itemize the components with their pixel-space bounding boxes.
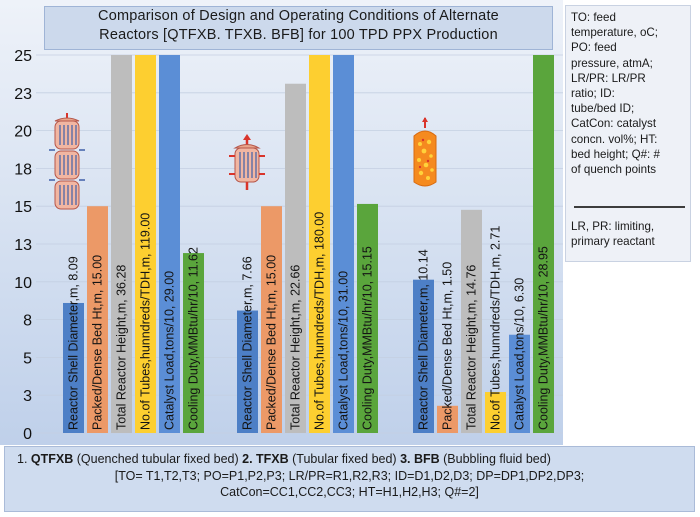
y-tick-label: 5 <box>23 350 32 367</box>
bar-tfxb-4 <box>309 55 330 433</box>
bar-qtfxb-2 <box>87 206 108 433</box>
bars <box>63 55 554 433</box>
footnote-segment: (Bubbling fluid bed) <box>439 452 551 466</box>
tubular-reactor-icon <box>229 134 265 190</box>
bar-qtfxb-4 <box>135 55 156 433</box>
chart-title-line-2: Reactors [QTFXB. TFXB. BFB] for 100 TPD … <box>99 27 498 43</box>
footnote-segment: 3. BFB <box>400 452 440 466</box>
bar-data-label: No.of Tubes,hunndreds/TDH,m, 180.00 <box>313 212 327 430</box>
y-tick-label: 20 <box>14 124 32 141</box>
bar-bfb-4 <box>485 392 506 433</box>
footnote-segment: (Quenched tubular fixed bed) <box>73 452 243 466</box>
legend-note: LR, PR: limiting, primary reactant <box>571 220 655 249</box>
legend-line: pressure, atmA; <box>571 56 653 70</box>
legend-line: ratio; ID: <box>571 87 615 101</box>
footnote-segment: 1. <box>17 452 31 466</box>
bar-bfb-3 <box>461 209 482 433</box>
y-tick-label: 15 <box>14 199 32 216</box>
bar-data-label: Catalyst Load,tons/10, 31.00 <box>337 271 351 430</box>
bar-bfb-6 <box>533 55 554 433</box>
bar-qtfxb-6 <box>183 253 204 433</box>
chart-title-line-1: Comparison of Design and Operating Condi… <box>98 8 499 24</box>
bar-data-label: No.of Tubes,hunndreds/TDH,m, 119.00 <box>139 213 153 430</box>
legend-box: TO: feed temperature, oC; PO: feed press… <box>565 5 691 262</box>
bar-bfb-2 <box>437 405 458 433</box>
bar-labels: Reactor Shell Diameter,m, 8.09 Packed/Den… <box>67 212 551 430</box>
legend-line: PO: feed <box>571 41 617 55</box>
footnote-line-3: CatCon=CC1,CC2,CC3; HT=H1,H2,H3; Q#=2] <box>220 485 479 499</box>
bar-data-label: Reactor Shell Diameter,m, 7.66 <box>241 256 255 430</box>
legend-line: concn. vol%; HT: <box>571 132 658 146</box>
bar-bfb-1 <box>413 279 434 433</box>
bar-qtfxb-3 <box>111 55 132 433</box>
bar-data-label: Cooling Duty,MMBtu/hr/10, 15.15 <box>361 246 375 430</box>
quenched-tubular-reactor-icon <box>49 113 85 210</box>
y-tick-label: 25 <box>14 48 32 65</box>
bar-data-label: No.of Tubes,hunndreds/TDH,m, 2.71 <box>489 226 503 430</box>
footnote-line-2: [TO= T1,T2,T3; PO=P1,P2,P3; LR/PR=R1,R2,… <box>114 468 585 483</box>
bar-data-label: Cooling Duty,MMBtu/hr/10, 11.62 <box>187 247 201 430</box>
footnote-segment: 2. TFXB <box>242 452 289 466</box>
bar-qtfxb-1 <box>63 302 84 433</box>
chart-title: Comparison of Design and Operating Condi… <box>44 6 553 50</box>
fluid-bed-reactor-icon <box>413 117 437 187</box>
y-axis-ticks: 25 23 20 18 15 13 10 8 5 3 0 <box>14 48 32 443</box>
bar-tfxb-6 <box>357 203 378 433</box>
y-tick-label: 13 <box>14 237 32 254</box>
bar-data-label: Packed/Dense Bed Ht,m, 1.50 <box>441 262 455 430</box>
legend-line: tube/bed ID; <box>571 102 635 116</box>
legend-line: LR/PR: LR/PR <box>571 71 646 85</box>
legend-line: TO: feed <box>571 11 616 24</box>
legend-divider <box>574 206 685 208</box>
bar-bfb-5 <box>509 334 530 433</box>
legend-line: CatCon: catalyst <box>571 117 657 131</box>
bar-data-label: Total Reactor Height,m, 14.76 <box>465 265 479 430</box>
bar-data-label: Total Reactor Height,m, 22.66 <box>289 265 303 430</box>
y-tick-label: 10 <box>14 275 32 292</box>
bar-data-label: Reactor Shell Diameter,m, 10.14 <box>417 249 431 430</box>
footnote-segment: (Tubular fixed bed) <box>288 452 401 466</box>
bar-tfxb-3 <box>285 83 306 433</box>
bar-tfxb-1 <box>237 310 258 433</box>
bar-data-label: Cooling Duty,MMBtu/hr/10, 28.95 <box>537 246 551 430</box>
bar-qtfxb-5 <box>159 55 180 433</box>
y-tick-label: 3 <box>23 388 32 405</box>
bar-data-label: Total Reactor Height,m, 36.28 <box>115 265 129 430</box>
footnote: 1. QTFXB (Quenched tubular fixed bed) 2.… <box>4 446 695 512</box>
legend-line: of quench points <box>571 163 657 177</box>
bar-chart: Reactor Shell Diameter,m, 8.09 Packed/Den… <box>14 48 563 443</box>
y-tick-label: 8 <box>23 313 32 330</box>
footnote-line-1: 1. QTFXB (Quenched tubular fixed bed) 2.… <box>5 451 694 468</box>
bar-tfxb-2 <box>261 206 282 433</box>
y-tick-label: 0 <box>23 426 32 443</box>
bar-tfxb-5 <box>333 55 354 433</box>
bar-data-label: Packed/Dense Bed Ht,m, 15.00 <box>265 255 279 430</box>
y-tick-label: 18 <box>14 161 32 178</box>
footnote-segment: QTFXB <box>30 452 74 466</box>
bar-data-label: Catalyst Load,tons/10, 29.00 <box>163 271 177 430</box>
bar-data-label: Catalyst Load,tons/10, 6.30 <box>513 278 527 430</box>
y-tick-label: 23 <box>14 86 32 103</box>
bar-data-label: Packed/Dense Bed Ht,m, 15.00 <box>91 255 105 430</box>
bar-data-label: Reactor Shell Diameter,m, 8.09 <box>67 256 81 430</box>
legend-line: temperature, oC; <box>571 26 658 40</box>
legend-line: bed height; Q#: # <box>571 147 660 161</box>
